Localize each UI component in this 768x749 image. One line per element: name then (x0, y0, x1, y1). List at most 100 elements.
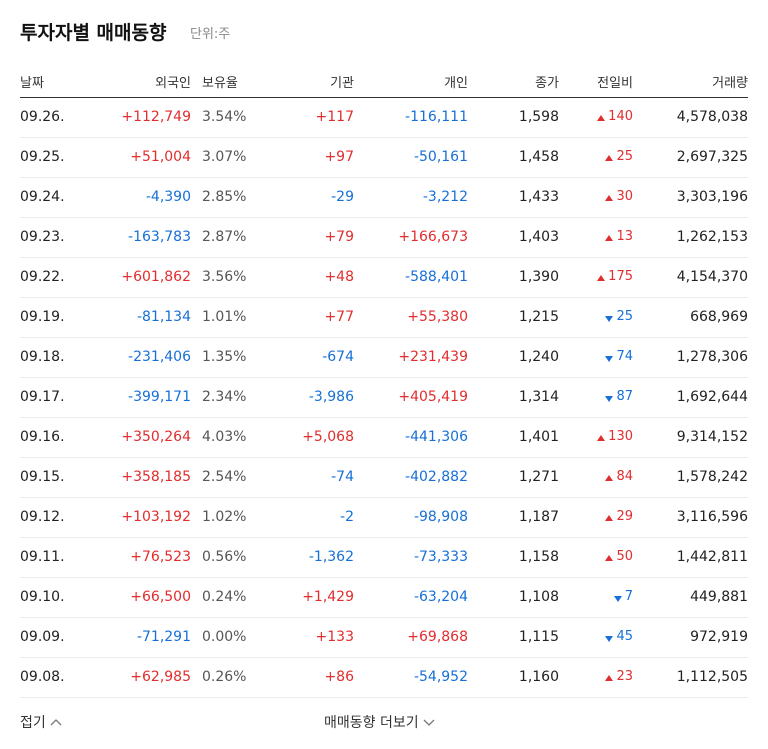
cell: 668,969 (690, 309, 748, 325)
cell: 84 (616, 469, 633, 484)
chevron-up (50, 719, 62, 726)
table-row: 09.12. +103,192 1.02% -2 -98,908 1,187 29 3,116… (20, 498, 748, 538)
column-header: 거래량 (712, 76, 748, 91)
cell: 23 (616, 669, 633, 684)
change-arrow-up (605, 515, 613, 521)
cell: 1,160 (518, 669, 559, 685)
cell: 0.26% (202, 669, 247, 685)
cell: 0.24% (202, 589, 247, 605)
change-arrow-up (605, 235, 613, 241)
cell: +97 (324, 149, 354, 165)
cell: 2.54% (202, 469, 247, 485)
cell: 1,112,505 (676, 669, 748, 685)
cell: +55,380 (407, 309, 468, 325)
cell: -402,882 (405, 469, 468, 485)
change-arrow-up (605, 675, 613, 681)
cell: +86 (324, 669, 354, 685)
cell: 25 (616, 149, 633, 164)
cell: 09.08. (20, 669, 65, 685)
table-row: 09.18. -231,406 1.35% -674 +231,439 1,240 74 1,… (20, 338, 748, 378)
cell: -674 (322, 349, 354, 365)
cell: 2,697,325 (676, 149, 748, 165)
cell: 1,262,153 (676, 229, 748, 245)
change-arrow-up (605, 155, 613, 161)
cell: 09.22. (20, 269, 65, 285)
cell: -81,134 (136, 309, 191, 325)
cell: +601,862 (121, 269, 191, 285)
cell: -231,406 (128, 349, 191, 365)
cell: +1,429 (302, 589, 354, 605)
cell: +103,192 (121, 509, 191, 525)
column-header: 전일비 (597, 76, 633, 91)
cell: -63,204 (413, 589, 468, 605)
cell: 1,458 (518, 149, 559, 165)
cell: 1,692,644 (676, 389, 748, 405)
cell: 45 (616, 629, 633, 644)
cell: +166,673 (398, 229, 468, 245)
cell: 0.56% (202, 549, 247, 565)
cell: 1,108 (518, 589, 559, 605)
table-row: 09.24. -4,390 2.85% -29 -3,212 1,433 30 3,303,1… (20, 178, 748, 218)
cell: 4,578,038 (676, 109, 748, 125)
cell: 1,215 (518, 309, 559, 325)
table-row: 09.11. +76,523 0.56% -1,362 -73,333 1,158 50 1,… (20, 538, 748, 578)
cell: 4.03% (202, 429, 247, 445)
collapse-button[interactable]: 접기 (20, 712, 63, 732)
column-header: 보유율 (202, 76, 238, 91)
cell: 1,271 (518, 469, 559, 485)
cell: 1,240 (518, 349, 559, 365)
table-row: 09.19. -81,134 1.01% +77 +55,380 1,215 25 668,9… (20, 298, 748, 338)
change-arrow-up (597, 275, 605, 281)
cell: 3,116,596 (676, 509, 748, 525)
cell: 140 (608, 109, 633, 124)
cell: +76,523 (130, 549, 191, 565)
cell: 2.87% (202, 229, 247, 245)
table-row: 09.26. +112,749 3.54% +117 -116,111 1,598 140 4… (20, 98, 748, 138)
table-row: 09.22. +601,862 3.56% +48 -588,401 1,390 175 4,… (20, 258, 748, 298)
cell: 3.07% (202, 149, 247, 165)
cell: +62,985 (130, 669, 191, 685)
cell: 9,314,152 (676, 429, 748, 445)
cell: 1,578,242 (676, 469, 748, 485)
cell: 1,401 (518, 429, 559, 445)
cell: 50 (616, 549, 633, 564)
cell: 1,403 (518, 229, 559, 245)
cell: +5,068 (302, 429, 354, 445)
table-row: 09.25. +51,004 3.07% +97 -50,161 1,458 25 2,697… (20, 138, 748, 178)
cell: 1,115 (518, 629, 559, 645)
cell: +77 (324, 309, 354, 325)
cell: +133 (315, 629, 354, 645)
column-header: 기관 (330, 76, 354, 91)
cell: 1.01% (202, 309, 247, 325)
unit-label: 단위:주 (190, 27, 231, 42)
cell: 3.56% (202, 269, 247, 285)
cell: +112,749 (121, 109, 191, 125)
table-row: 09.23. -163,783 2.87% +79 +166,673 1,403 13 1,2… (20, 218, 748, 258)
cell: 87 (616, 389, 633, 404)
table-row: 09.17. -399,171 2.34% -3,986 +405,419 1,314 87… (20, 378, 748, 418)
cell: -163,783 (128, 229, 191, 245)
cell: 1,433 (518, 189, 559, 205)
cell: 7 (624, 589, 633, 604)
cell: +405,419 (398, 389, 468, 405)
collapse-label: 접기 (20, 715, 46, 731)
more-button[interactable]: 매매동향 더보기 (324, 712, 436, 732)
cell: 09.25. (20, 149, 65, 165)
column-header: 종가 (535, 76, 559, 91)
cell: 25 (616, 309, 633, 324)
title: 투자자별 매매동향 (20, 22, 167, 44)
cell: -441,306 (405, 429, 468, 445)
cell: +69,868 (407, 629, 468, 645)
cell: 09.19. (20, 309, 65, 325)
cell: 1.35% (202, 349, 247, 365)
cell: 1.02% (202, 509, 247, 525)
cell: 1,158 (518, 549, 559, 565)
cell: 1,442,811 (676, 549, 748, 565)
column-header: 외국인 (155, 76, 191, 91)
cell: 09.24. (20, 189, 65, 205)
table-row: 09.15. +358,185 2.54% -74 -402,882 1,271 84 1,5… (20, 458, 748, 498)
table-row: 09.10. +66,500 0.24% +1,429 -63,204 1,108 7 449… (20, 578, 748, 618)
cell: 2.85% (202, 189, 247, 205)
change-arrow-down (605, 396, 613, 402)
cell: 09.17. (20, 389, 65, 405)
